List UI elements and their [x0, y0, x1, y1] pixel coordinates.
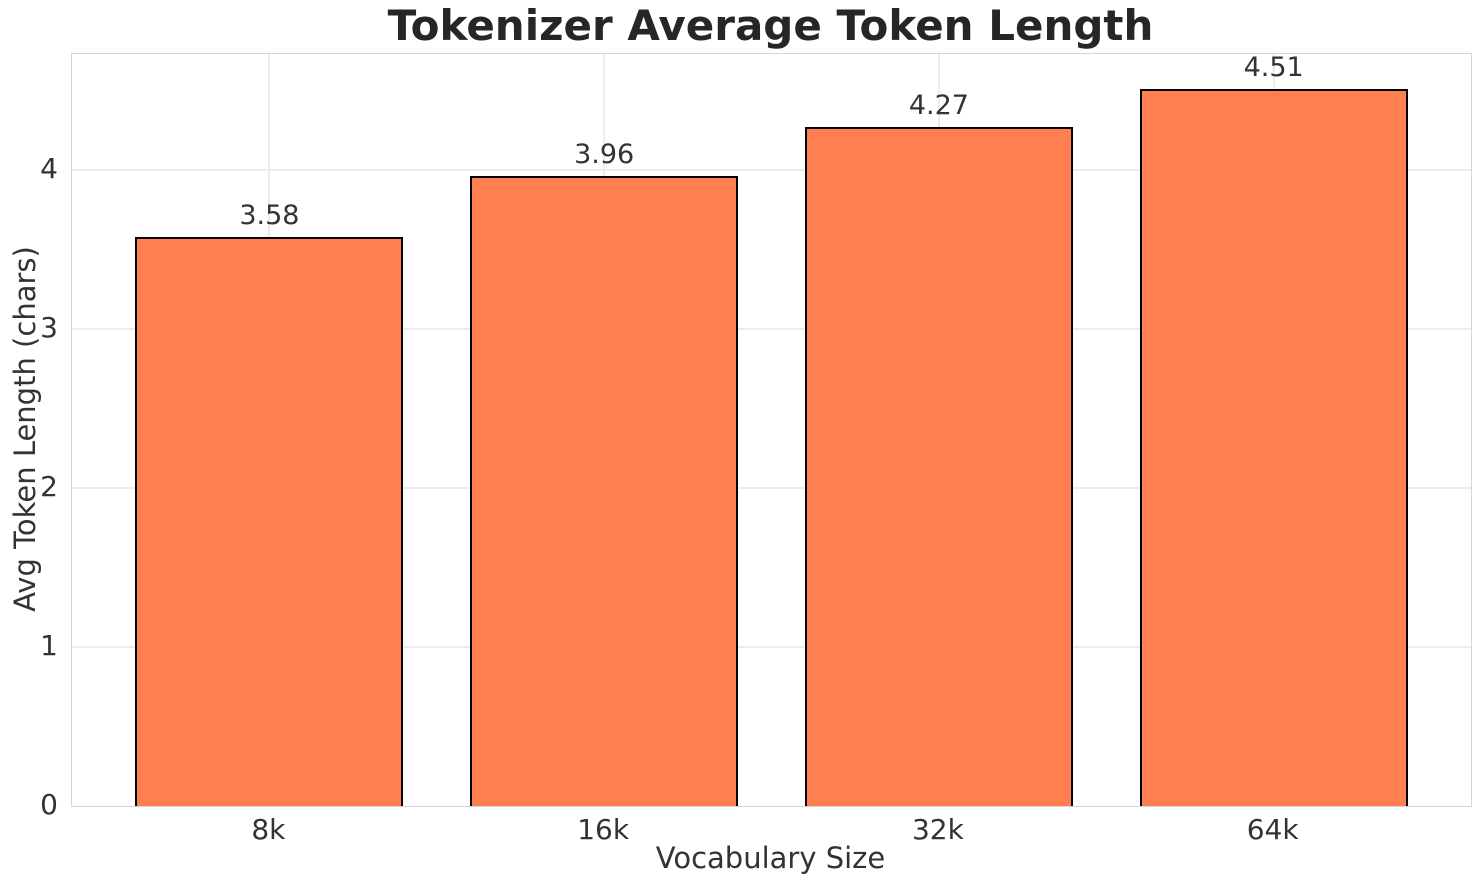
y-axis-title: Avg Token Length (chars): [8, 246, 42, 612]
bar-64k: [1139, 88, 1408, 806]
x-tick-label: 64k: [1246, 813, 1299, 846]
x-axis-title: Vocabulary Size: [655, 841, 886, 875]
bar-value-label: 4.51: [1243, 51, 1304, 83]
x-tick-label: 16k: [577, 813, 630, 846]
y-tick-label: 3: [40, 311, 58, 345]
gridline-horizontal: [72, 328, 1471, 330]
gridline-horizontal: [72, 646, 1471, 648]
y-tick-label: 1: [40, 629, 58, 662]
bar-value-label: 3.96: [574, 139, 635, 171]
chart-title: Tokenizer Average Token Length: [387, 1, 1154, 50]
bar-value-label: 4.27: [908, 90, 969, 122]
bar-32k: [804, 127, 1073, 806]
gridline-horizontal: [72, 487, 1471, 489]
y-tick-label: 2: [40, 470, 58, 504]
y-tick-label: 0: [40, 788, 58, 821]
bar-16k: [470, 176, 739, 806]
bar-value-label: 3.58: [239, 199, 300, 231]
x-tick-label: 8k: [251, 813, 286, 846]
plot-area: 3.58 3.96 4.27 4.51: [71, 51, 1472, 807]
bar-8k: [135, 236, 404, 806]
y-tick-label: 4: [40, 152, 58, 186]
x-tick-label: 32k: [911, 813, 964, 846]
gridline-horizontal: [72, 169, 1471, 171]
